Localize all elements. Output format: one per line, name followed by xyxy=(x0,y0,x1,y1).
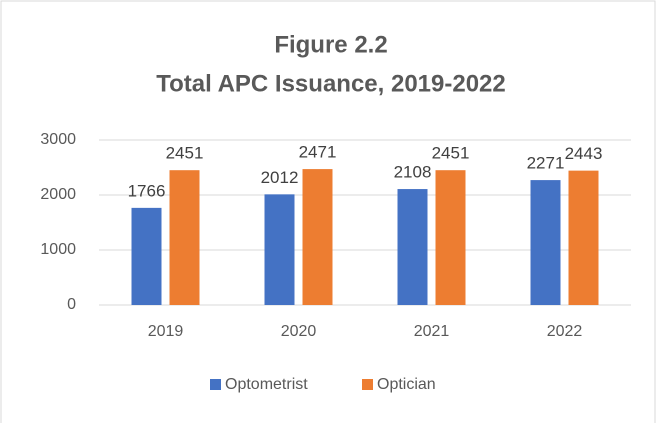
y-tick-label: 2000 xyxy=(40,186,76,203)
x-tick-label: 2020 xyxy=(281,323,317,340)
bar xyxy=(264,194,295,305)
data-label: 2271 xyxy=(527,154,565,173)
bar xyxy=(530,180,561,305)
x-tick-label: 2022 xyxy=(547,323,583,340)
y-tick-label: 0 xyxy=(67,296,76,313)
bar xyxy=(568,170,599,305)
chart-subtitle: Total APC Issuance, 2019-2022 xyxy=(156,70,506,97)
data-label: 2108 xyxy=(394,163,432,182)
bar xyxy=(302,169,333,305)
data-label: 2451 xyxy=(166,144,204,163)
data-label: 2471 xyxy=(299,143,337,162)
x-tick-label: 2021 xyxy=(414,323,450,340)
x-tick-label: 2019 xyxy=(148,323,184,340)
legend-label: Optician xyxy=(377,376,436,393)
y-tick-label: 1000 xyxy=(40,241,76,258)
data-label: 2443 xyxy=(565,144,603,163)
y-tick-label: 3000 xyxy=(40,131,76,148)
bar xyxy=(397,189,428,305)
data-label: 2451 xyxy=(432,144,470,163)
data-label: 2012 xyxy=(261,168,299,187)
data-label: 1766 xyxy=(128,181,166,200)
bar xyxy=(131,207,162,305)
bar xyxy=(169,170,200,305)
legend-swatch xyxy=(210,379,221,390)
legend-label: Optometrist xyxy=(225,376,308,393)
bar xyxy=(435,170,466,305)
legend-swatch xyxy=(362,379,373,390)
chart-title: Figure 2.2 xyxy=(274,31,387,58)
